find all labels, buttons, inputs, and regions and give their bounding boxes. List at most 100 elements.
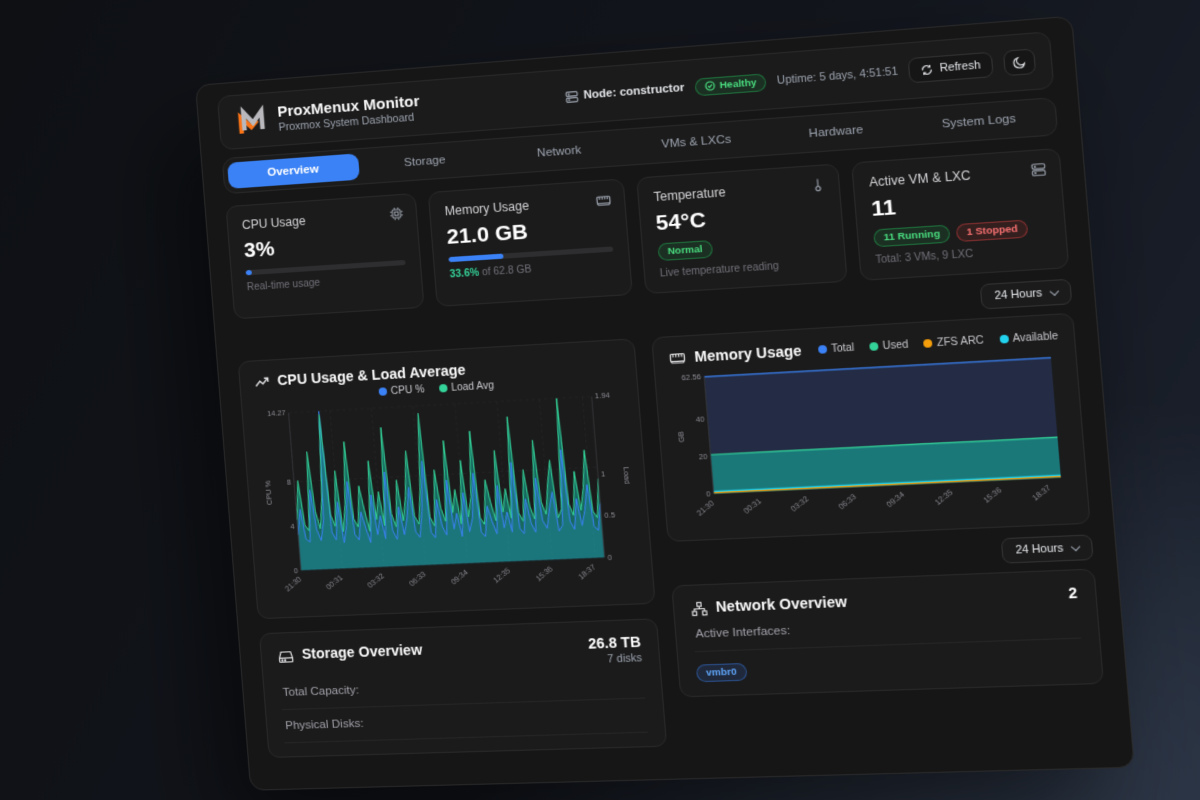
- memory-stick-icon: [668, 349, 686, 367]
- svg-text:4: 4: [290, 522, 295, 531]
- legend-item-zfs-arc: ZFS ARC: [923, 334, 984, 349]
- storage-title: Storage Overview: [301, 641, 423, 662]
- memory-usage-card: Memory Usage 21.0 GB 33.6% of 62.8 GB: [427, 178, 633, 307]
- tab-hardware[interactable]: Hardware: [808, 123, 864, 141]
- svg-text:03:32: 03:32: [366, 571, 386, 590]
- network-title: Network Overview: [715, 593, 848, 616]
- svg-text:1.94: 1.94: [594, 391, 610, 401]
- memory-card-value: 21.0 GB: [445, 220, 529, 249]
- svg-text:12:35: 12:35: [491, 566, 512, 585]
- network-time-range-select[interactable]: 24 Hours: [1001, 534, 1094, 564]
- memory-usage-chart: 21:30 00:31 03:32 06:33 09:34 12:35 15:36 18:37…: [676, 351, 1073, 518]
- svg-text:12:35: 12:35: [933, 487, 955, 507]
- vm-card-title: Active VM & LXC: [868, 168, 972, 190]
- server-icon: [1030, 162, 1047, 178]
- storage-summary: 26.8 TB 7 disks: [587, 633, 642, 666]
- trending-up-icon: [254, 373, 270, 389]
- svg-text:21:30: 21:30: [695, 498, 716, 517]
- network-interface-count: 2: [1067, 584, 1078, 602]
- vm-stopped-badge: 1 Stopped: [955, 219, 1029, 243]
- vm-running-badge: 11 Running: [873, 224, 951, 248]
- svg-text:14.27: 14.27: [267, 408, 286, 418]
- svg-text:21:30: 21:30: [283, 575, 303, 594]
- thermometer-icon: [810, 177, 826, 193]
- cpu-card-subtitle: Real-time usage: [246, 277, 321, 294]
- main-columns: CPU Usage & Load Average CPU % Load Avg …: [237, 312, 1109, 758]
- server-icon: [564, 89, 579, 103]
- svg-text:0: 0: [294, 566, 299, 575]
- cpu-icon: [389, 206, 404, 221]
- storage-disk-count: 7 disks: [606, 651, 643, 666]
- svg-text:00:31: 00:31: [324, 573, 344, 592]
- memory-chart-title: Memory Usage: [693, 342, 803, 365]
- svg-text:06:33: 06:33: [407, 569, 428, 588]
- cpu-card-value: 3%: [243, 237, 276, 263]
- cpu-card-title: CPU Usage: [241, 213, 307, 233]
- brand: ProxMenux Monitor Proxmox System Dashboa…: [233, 91, 422, 139]
- svg-text:18:37: 18:37: [576, 562, 597, 581]
- legend-item-used: Used: [869, 339, 909, 353]
- svg-text:40: 40: [695, 414, 705, 424]
- memory-progress-fill: [448, 253, 504, 263]
- temperature-card-subtitle: Live temperature reading: [659, 260, 780, 280]
- proxmenux-logo-icon: [233, 103, 270, 140]
- refresh-button[interactable]: Refresh: [907, 51, 994, 84]
- uptime-label: Uptime: 5 days, 4:51:51: [776, 65, 899, 88]
- check-circle-icon: [704, 80, 716, 91]
- legend-item-total: Total: [817, 342, 855, 356]
- theme-toggle-button[interactable]: [1002, 48, 1037, 77]
- svg-text:06:33: 06:33: [836, 492, 858, 512]
- legend-item-available: Available: [999, 330, 1059, 345]
- svg-text:20: 20: [698, 452, 708, 462]
- dashboard-window: ProxMenux Monitor Proxmox System Dashboa…: [195, 15, 1135, 791]
- interface-list: vmbr0: [695, 650, 1084, 683]
- svg-text:0: 0: [607, 552, 612, 561]
- temperature-card-value: 54°C: [654, 208, 707, 236]
- vm-card-subtitle: Total: 3 VMs, 9 LXC: [875, 248, 974, 267]
- svg-text:62.56: 62.56: [681, 372, 702, 382]
- svg-text:09:34: 09:34: [449, 568, 470, 587]
- svg-text:1: 1: [601, 469, 606, 479]
- refresh-icon: [920, 63, 933, 75]
- tab-overview[interactable]: Overview: [227, 153, 360, 189]
- svg-text:Load: Load: [621, 467, 632, 484]
- tab-storage[interactable]: Storage: [403, 154, 446, 170]
- active-vm-lxc-card: Active VM & LXC 11 11 Running 1 Stopped …: [851, 147, 1070, 281]
- storage-overview-card: Storage Overview 26.8 TB 7 disks Total C…: [258, 618, 668, 758]
- memory-stick-icon: [595, 192, 612, 209]
- legend-item-cpu: CPU %: [378, 384, 425, 398]
- svg-text:18:37: 18:37: [1030, 483, 1052, 503]
- tab-network[interactable]: Network: [536, 144, 582, 160]
- svg-text:8: 8: [287, 478, 292, 487]
- node-label: Node: constructor: [564, 81, 685, 103]
- memory-chart-card: Memory Usage Total Used ZFS ARC Availabl…: [651, 312, 1091, 543]
- chevron-down-icon: [1049, 286, 1060, 296]
- svg-text:00:31: 00:31: [742, 496, 764, 515]
- hard-drive-icon: [277, 648, 294, 665]
- cpu-usage-card: CPU Usage 3% Real-time usage: [225, 192, 425, 320]
- svg-text:CPU %: CPU %: [263, 480, 274, 505]
- interface-badge[interactable]: vmbr0: [695, 663, 748, 683]
- network-icon: [691, 601, 708, 617]
- svg-text:0: 0: [706, 489, 711, 499]
- tab-vms-lxcs[interactable]: VMs & LXCs: [660, 133, 732, 151]
- tab-system-logs[interactable]: System Logs: [941, 112, 1017, 131]
- topbar: Node: constructor Healthy Uptime: 5 days…: [564, 48, 1037, 109]
- time-range-select[interactable]: 24 Hours: [980, 278, 1073, 310]
- svg-text:0.5: 0.5: [604, 510, 616, 520]
- cpu-load-chart-card: CPU Usage & Load Average CPU % Load Avg …: [237, 338, 656, 619]
- svg-text:15:36: 15:36: [534, 564, 555, 583]
- vm-card-value: 11: [870, 195, 897, 222]
- moon-icon: [1012, 55, 1026, 69]
- temperature-status-badge: Normal: [657, 240, 713, 262]
- cpu-progress-fill: [245, 269, 252, 276]
- svg-text:15:36: 15:36: [981, 485, 1003, 505]
- temperature-card: Temperature 54°C Normal Live temperature…: [636, 163, 848, 295]
- svg-text:03:32: 03:32: [789, 494, 811, 513]
- memory-chart-legend: Total Used ZFS ARC Available: [817, 330, 1059, 356]
- chevron-down-icon: [1070, 542, 1081, 552]
- network-overview-card: Network Overview 2 Active Interfaces: vm…: [671, 568, 1105, 698]
- health-badge: Healthy: [694, 72, 767, 96]
- left-column: CPU Usage & Load Average CPU % Load Avg …: [237, 338, 668, 758]
- svg-text:GB: GB: [676, 431, 687, 443]
